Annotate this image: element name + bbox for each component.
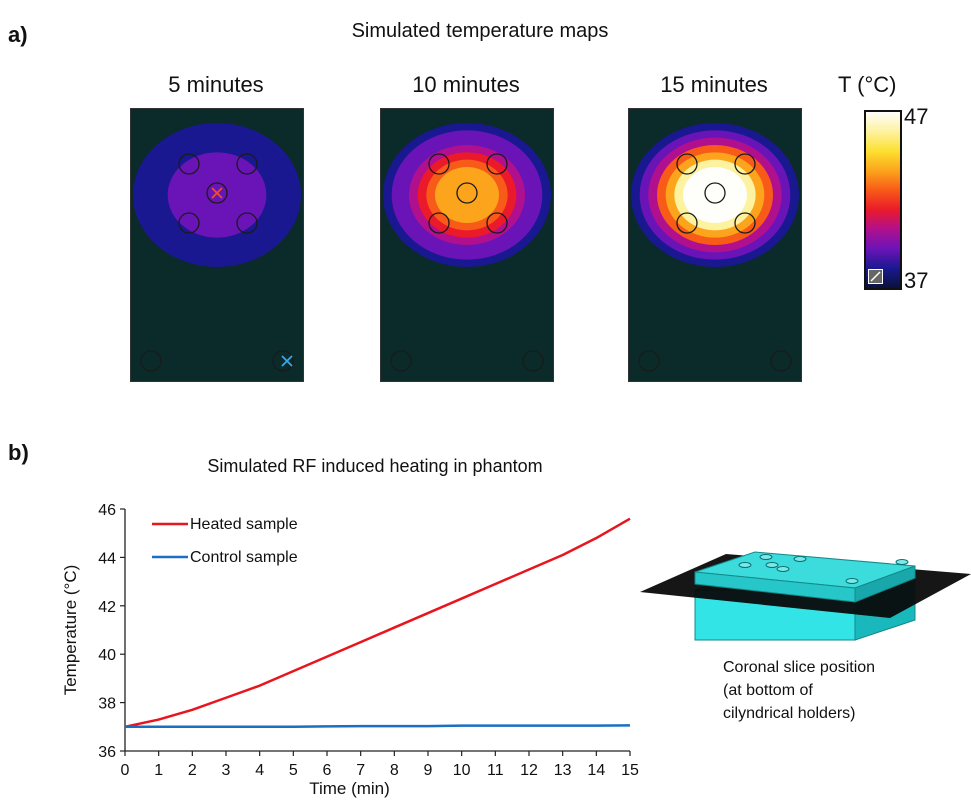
x-tick-label: 6: [323, 762, 332, 779]
sample-holder: [734, 153, 756, 175]
series-line-control: [125, 724, 631, 729]
y-axis-label: Temperature (°C): [61, 565, 80, 696]
sample-holder: [236, 153, 258, 175]
temperature-map-10min: [380, 108, 554, 382]
map-title-5min: 5 minutes: [168, 72, 264, 97]
map-title-10min: 10 minutes: [412, 72, 520, 97]
x-axis-label: Time (min): [309, 779, 390, 798]
slice-caption: Coronal slice position (at bottom of cil…: [723, 656, 875, 725]
colorbar-title: T (°C): [838, 72, 897, 97]
sample-holder: [638, 350, 660, 372]
phantom-box-top: [694, 551, 916, 603]
x-tick-label: 8: [390, 762, 399, 779]
x-tick-label: 14: [587, 762, 605, 779]
series-line-heated: [124, 517, 631, 729]
sample-holder: [206, 182, 228, 204]
x-tick-label: 9: [424, 762, 433, 779]
sample-holder: [486, 212, 508, 234]
map-title-15min: 15 minutes: [660, 72, 768, 97]
control-sample-marker: [281, 355, 293, 367]
sample-holder: [734, 212, 756, 234]
sample-holder: [178, 153, 200, 175]
x-tick-label: 10: [453, 762, 471, 779]
x-tick-label: 15: [621, 762, 639, 779]
sample-holder: [178, 212, 200, 234]
x-tick-label: 3: [222, 762, 231, 779]
sample-holder: [236, 212, 258, 234]
sample-holder: [704, 182, 726, 204]
x-tick-label: 12: [520, 762, 538, 779]
y-tick-label: 42: [98, 599, 116, 616]
sample-holder: [456, 182, 478, 204]
sample-holder: [486, 153, 508, 175]
legend-label: Control sample: [190, 549, 298, 566]
panel-a-heading: Simulated temperature maps: [351, 20, 609, 42]
y-tick-label: 44: [98, 550, 116, 567]
sample-holder: [676, 212, 698, 234]
legend-label: Heated sample: [190, 516, 298, 533]
panel-b-heading: Simulated RF induced heating in phantom: [207, 456, 543, 476]
y-tick-label: 38: [98, 696, 116, 713]
colorbar: [864, 110, 902, 290]
x-tick-label: 5: [289, 762, 298, 779]
x-tick-label: 1: [154, 762, 163, 779]
x-tick-label: 11: [487, 762, 504, 779]
x-tick-label: 13: [554, 762, 572, 779]
colorbar-max-label: 47: [904, 104, 929, 129]
sample-holder: [428, 153, 450, 175]
x-tick-label: 0: [121, 762, 130, 779]
sample-holder: [390, 350, 412, 372]
sample-holder: [272, 350, 294, 372]
y-tick-label: 40: [98, 647, 116, 664]
colorbar-min-label: 37: [904, 268, 929, 293]
x-tick-label: 7: [356, 762, 365, 779]
caption-line-1: Coronal slice position: [723, 659, 876, 676]
phantom-slice-illustration: [640, 551, 971, 641]
sample-holder: [770, 350, 792, 372]
sample-holder: [522, 350, 544, 372]
heated-sample-marker: [211, 187, 223, 199]
sample-holder: [428, 212, 450, 234]
caption-line-3: cilyndrical holders): [723, 705, 856, 722]
panel-b-label: b): [8, 440, 29, 465]
panel-a-label: a): [8, 22, 28, 47]
x-tick-label: 2: [188, 762, 197, 779]
y-tick-label: 46: [98, 502, 116, 519]
caption-line-2: (at bottom of: [723, 682, 813, 699]
temperature-map-5min: [130, 108, 304, 382]
x-tick-label: 4: [255, 762, 264, 779]
sample-holder: [140, 350, 162, 372]
sample-holder: [676, 153, 698, 175]
temperature-map-15min: [628, 108, 802, 382]
y-tick-label: 36: [98, 744, 116, 761]
colorbar-nan-swatch: [868, 269, 883, 284]
